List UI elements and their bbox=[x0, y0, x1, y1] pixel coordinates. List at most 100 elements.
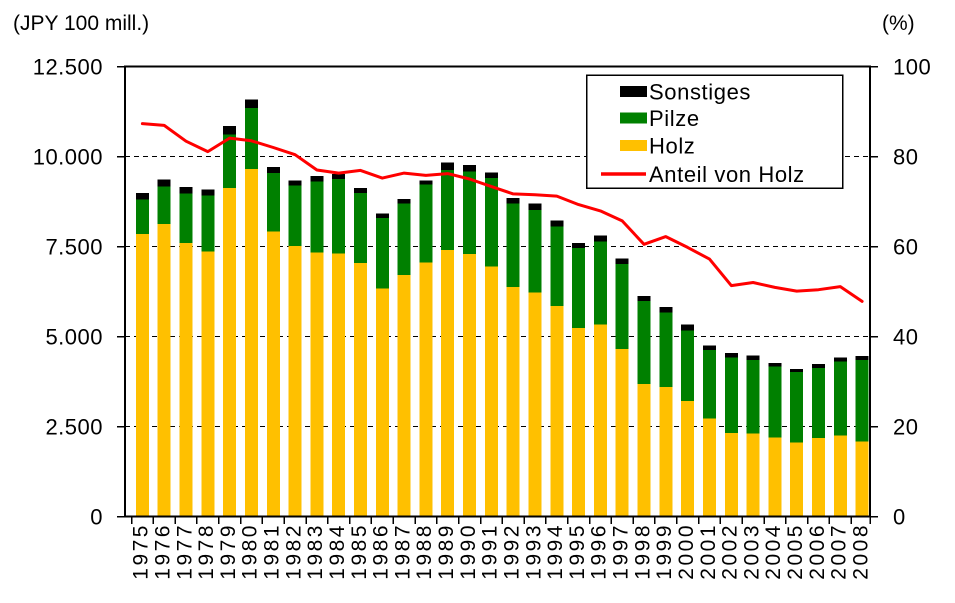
bar-segment-sonstiges-1998 bbox=[637, 296, 651, 302]
bar-segment-pilze-2004 bbox=[768, 366, 782, 438]
bar-segment-sonstiges-2006 bbox=[812, 364, 826, 369]
bar-segment-holz-1992 bbox=[506, 287, 520, 517]
x-axis-label-2004: 2004 bbox=[762, 523, 785, 580]
bar-segment-pilze-1994 bbox=[550, 226, 564, 306]
bar-segment-pilze-2000 bbox=[681, 330, 695, 401]
bar-segment-holz-1976 bbox=[157, 223, 171, 517]
bar-segment-sonstiges-1987 bbox=[397, 198, 411, 204]
bar-segment-pilze-2007 bbox=[833, 361, 847, 436]
bar-segment-holz-2005 bbox=[790, 442, 804, 517]
x-axis-label-2007: 2007 bbox=[828, 523, 851, 580]
bar-segment-holz-1986 bbox=[375, 288, 389, 517]
x-axis-label-2008: 2008 bbox=[849, 523, 872, 580]
bar-segment-sonstiges-1989 bbox=[441, 162, 455, 170]
x-axis-label-1994: 1994 bbox=[544, 523, 567, 580]
bar-segment-holz-1979 bbox=[223, 188, 237, 517]
bar-segment-holz-1993 bbox=[528, 292, 542, 517]
x-axis-label-1985: 1985 bbox=[348, 523, 371, 580]
bar-segment-holz-2004 bbox=[768, 437, 782, 517]
right-axis-label-40: 40 bbox=[893, 324, 918, 349]
bar-segment-sonstiges-2007 bbox=[833, 357, 847, 362]
bar-segment-holz-1994 bbox=[550, 305, 564, 517]
plot-frame bbox=[124, 65, 871, 518]
bar-segment-sonstiges-1985 bbox=[354, 187, 367, 193]
legend-label-holz: Holz bbox=[649, 133, 695, 158]
bar-segment-sonstiges-2000 bbox=[681, 324, 695, 331]
bar-segment-sonstiges-1997 bbox=[615, 258, 629, 264]
bar-segment-holz-2002 bbox=[724, 432, 738, 517]
x-axis-label-1989: 1989 bbox=[435, 523, 458, 580]
bar-segment-holz-1997 bbox=[615, 349, 629, 517]
bar-segment-sonstiges-2001 bbox=[702, 345, 716, 350]
right-axis-label-100: 100 bbox=[893, 54, 931, 79]
bar-segment-pilze-1991 bbox=[484, 178, 498, 267]
x-axis-label-1976: 1976 bbox=[151, 523, 174, 580]
x-axis-label-1986: 1986 bbox=[370, 523, 393, 580]
bar-segment-sonstiges-1995 bbox=[572, 242, 586, 248]
x-axis-label-1979: 1979 bbox=[217, 523, 240, 580]
left-axis-label-7500: 7.500 bbox=[45, 234, 103, 259]
bar-segment-holz-1983 bbox=[310, 252, 324, 517]
right-axis-unit-label: (%) bbox=[882, 12, 915, 35]
bar-segment-holz-1995 bbox=[572, 328, 586, 517]
bar-segment-pilze-1996 bbox=[593, 241, 607, 325]
bar-segment-pilze-1983 bbox=[310, 181, 324, 253]
bar-segment-pilze-1998 bbox=[637, 301, 651, 385]
bar-segment-sonstiges-1980 bbox=[244, 99, 258, 108]
bar-segment-sonstiges-2005 bbox=[790, 368, 804, 373]
bar-segment-holz-1999 bbox=[659, 386, 673, 517]
bar-segment-holz-1982 bbox=[288, 245, 302, 517]
bar-segment-sonstiges-1981 bbox=[266, 166, 280, 174]
bar-segment-pilze-1986 bbox=[375, 218, 389, 289]
bar-segment-pilze-1999 bbox=[659, 312, 673, 387]
bar-segment-pilze-1975 bbox=[135, 199, 149, 234]
x-axis-label-2000: 2000 bbox=[675, 523, 698, 580]
x-axis-label-2005: 2005 bbox=[784, 523, 807, 580]
bar-segment-sonstiges-2002 bbox=[724, 353, 738, 358]
bar-segment-sonstiges-2003 bbox=[746, 355, 760, 360]
bar-segment-sonstiges-2008 bbox=[855, 355, 869, 360]
legend-label-anteil-von-holz: Anteil von Holz bbox=[649, 162, 805, 187]
x-axis-label-1984: 1984 bbox=[326, 523, 349, 580]
bar-segment-sonstiges-1991 bbox=[484, 172, 498, 179]
legend-label-pilze: Pilze bbox=[649, 106, 700, 131]
bar-segment-pilze-1992 bbox=[506, 203, 520, 288]
bar-segment-pilze-2008 bbox=[855, 359, 869, 442]
bar-segment-holz-1991 bbox=[484, 266, 498, 517]
bar-segment-sonstiges-1994 bbox=[550, 220, 564, 227]
bar-segment-pilze-2001 bbox=[702, 349, 716, 419]
bar-segment-pilze-1987 bbox=[397, 203, 411, 275]
x-axis-label-1978: 1978 bbox=[195, 523, 218, 580]
bar-segment-holz-1984 bbox=[332, 253, 346, 517]
x-axis-label-1998: 1998 bbox=[631, 523, 654, 580]
bar-segment-holz-2000 bbox=[681, 400, 695, 517]
bar-segment-sonstiges-1982 bbox=[288, 180, 302, 186]
x-axis-label-1975: 1975 bbox=[130, 523, 153, 580]
bar-segment-pilze-1995 bbox=[572, 247, 586, 329]
bar-segment-holz-1985 bbox=[354, 263, 367, 517]
legend-swatch-holz bbox=[620, 140, 647, 151]
x-axis-label-1993: 1993 bbox=[522, 523, 545, 580]
bar-segment-pilze-2003 bbox=[746, 359, 760, 434]
bar-segment-pilze-2005 bbox=[790, 372, 804, 443]
x-axis-label-1987: 1987 bbox=[391, 523, 414, 580]
bar-segment-pilze-1997 bbox=[615, 263, 629, 350]
x-axis-label-1977: 1977 bbox=[173, 523, 196, 580]
bar-segment-holz-1980 bbox=[244, 169, 258, 517]
left-axis-label-2500: 2.500 bbox=[45, 414, 103, 439]
right-axis-label-80: 80 bbox=[893, 144, 918, 169]
x-axis-label-2006: 2006 bbox=[806, 523, 829, 580]
left-axis-label-5000: 5.000 bbox=[45, 324, 103, 349]
bar-segment-holz-1988 bbox=[419, 262, 433, 517]
bar-segment-holz-1990 bbox=[463, 254, 477, 517]
anteil-von-holz-line bbox=[140, 122, 864, 303]
x-axis-label-2002: 2002 bbox=[719, 523, 742, 580]
x-axis-label-1991: 1991 bbox=[479, 523, 502, 580]
bar-segment-sonstiges-1976 bbox=[157, 179, 171, 187]
bar-segment-holz-1981 bbox=[266, 231, 280, 517]
bar-segment-holz-1978 bbox=[201, 251, 215, 517]
bar-segment-sonstiges-1996 bbox=[593, 235, 607, 242]
bar-segment-sonstiges-1992 bbox=[506, 197, 520, 204]
bar-segment-holz-1977 bbox=[179, 242, 193, 517]
x-axis-label-1997: 1997 bbox=[609, 523, 632, 580]
